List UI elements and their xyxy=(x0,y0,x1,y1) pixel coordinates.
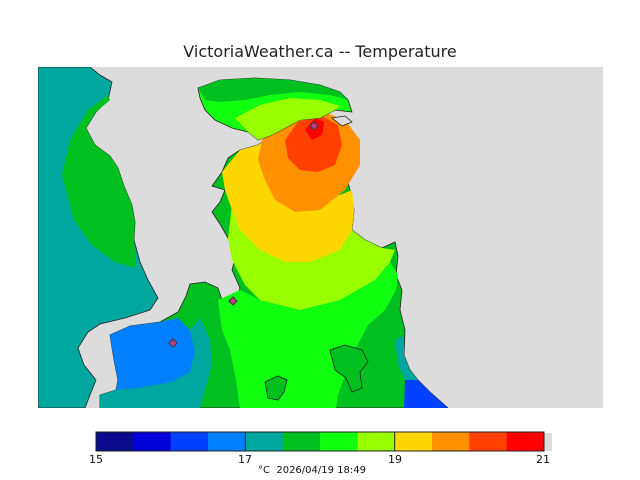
page-title: VictoriaWeather.ca -- Temperature xyxy=(183,42,457,61)
station-marker xyxy=(168,338,178,348)
legend-swatch xyxy=(133,432,172,451)
temp-zone-teal-southeast xyxy=(395,335,418,380)
island xyxy=(331,115,353,127)
land-west-green-zone xyxy=(62,95,136,268)
temp-zone-blue-south xyxy=(110,318,195,390)
legend-swatch xyxy=(245,432,284,451)
legend-tail xyxy=(544,433,552,451)
legend-swatch xyxy=(96,432,134,451)
temp-zone-redorange xyxy=(285,115,342,172)
temp-zone-north-green xyxy=(198,78,348,102)
island xyxy=(329,344,369,393)
legend-swatch xyxy=(394,432,433,451)
legend-swatch xyxy=(432,432,470,451)
island xyxy=(264,375,288,401)
temp-zone-lightgreen xyxy=(218,262,398,408)
temp-zone-blue-southeast xyxy=(404,380,448,408)
legend-swatch xyxy=(282,432,321,451)
station-marker xyxy=(309,121,319,131)
legend-unit: °C xyxy=(258,465,270,476)
legend-tick-label: 17 xyxy=(238,453,252,466)
temp-zone-teal-south xyxy=(100,318,212,408)
legend-border xyxy=(95,431,545,452)
timestamp: 2026/04/19 18:49 xyxy=(276,465,366,476)
legend-tick-label: 21 xyxy=(536,453,550,466)
legend-tick-label: 15 xyxy=(89,453,103,466)
legend-footer: °C 2026/04/19 18:49 xyxy=(258,465,366,476)
temp-zone-north-yellowgreen xyxy=(235,98,340,140)
legend-swatch xyxy=(208,432,246,451)
legend-swatch xyxy=(506,432,545,451)
station-marker xyxy=(228,296,238,306)
legend-swatch xyxy=(320,432,358,451)
legend-swatch xyxy=(170,432,209,451)
legend-tick-label: 19 xyxy=(388,453,402,466)
legend-swatch xyxy=(357,432,396,451)
legend-swatch xyxy=(469,432,508,451)
